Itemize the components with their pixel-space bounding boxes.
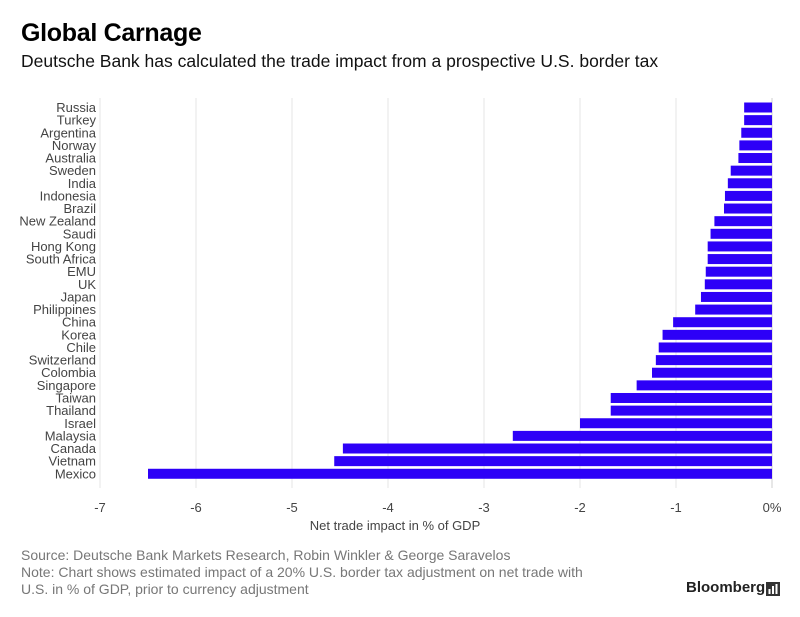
bar-philippines — [695, 304, 772, 315]
category-label: Korea — [61, 327, 96, 342]
bar-canada — [342, 443, 772, 454]
bars — [148, 102, 772, 479]
bar-australia — [738, 153, 772, 164]
x-tick-label: -3 — [478, 500, 490, 515]
bar-singapore — [636, 380, 772, 391]
category-label: Argentina — [40, 125, 96, 140]
bar-turkey — [744, 115, 772, 126]
methodology-note-line2: U.S. in % of GDP, prior to currency adju… — [21, 581, 309, 597]
category-label: Switzerland — [29, 353, 96, 368]
category-label: Philippines — [33, 302, 96, 317]
bar-india — [727, 178, 772, 189]
x-tick-label: -1 — [670, 500, 682, 515]
category-label: Hong Kong — [31, 239, 96, 254]
category-label: Saudi — [63, 226, 96, 241]
category-label: Mexico — [55, 466, 96, 481]
x-tick-labels: -7 -6 -5 -4 -3 -2 -1 0% — [94, 500, 782, 515]
category-label: Malaysia — [45, 428, 97, 443]
category-label: Taiwan — [56, 390, 96, 405]
x-axis-label: Net trade impact in % of GDP — [310, 518, 481, 533]
grid-lines — [99, 98, 773, 488]
bar-japan — [700, 291, 772, 302]
category-labels: RussiaTurkeyArgentinaNorwayAustraliaSwed… — [19, 100, 96, 481]
bar-thailand — [610, 405, 772, 416]
bar-uk — [704, 279, 772, 290]
chart-subtitle: Deutsche Bank has calculated the trade i… — [21, 51, 659, 71]
category-label: China — [62, 315, 97, 330]
category-label: South Africa — [26, 252, 97, 267]
bar-china — [673, 317, 772, 328]
bar-brazil — [724, 203, 772, 214]
category-label: Thailand — [46, 403, 96, 418]
category-label: Chile — [66, 340, 96, 355]
bar-switzerland — [655, 355, 772, 366]
x-tick-label: -7 — [94, 500, 106, 515]
category-label: Japan — [61, 289, 96, 304]
bar-korea — [662, 329, 772, 340]
footer: Source: Deutsche Bank Markets Research, … — [21, 547, 583, 598]
brand-logo: Bloomberg — [686, 579, 766, 596]
category-label: Turkey — [57, 113, 97, 128]
bar-taiwan — [610, 392, 772, 403]
category-label: Singapore — [37, 378, 96, 393]
x-tick-label: -2 — [574, 500, 586, 515]
category-label: Indonesia — [40, 188, 97, 203]
category-label: Brazil — [63, 201, 96, 216]
x-tick-label: -6 — [190, 500, 202, 515]
category-label: New Zealand — [19, 214, 96, 229]
bar-south-africa — [707, 254, 772, 265]
category-label: Colombia — [41, 365, 97, 380]
bar-colombia — [652, 367, 772, 378]
category-label: UK — [78, 277, 96, 292]
bar-new-zealand — [714, 216, 772, 227]
bar-russia — [744, 102, 772, 113]
bar-argentina — [741, 127, 772, 138]
category-label: Russia — [56, 100, 97, 115]
category-label: Australia — [45, 151, 96, 166]
category-label: Norway — [52, 138, 97, 153]
x-tick-label: -4 — [382, 500, 394, 515]
bar-hong-kong — [707, 241, 772, 252]
bar-sweden — [730, 165, 772, 176]
category-label: Canada — [50, 441, 96, 456]
bloomberg-chart-icon — [766, 582, 780, 596]
category-label: Israel — [64, 416, 96, 431]
category-label: EMU — [67, 264, 96, 279]
bar-mexico — [148, 468, 772, 479]
category-label: India — [68, 176, 97, 191]
chart-title: Global Carnage — [21, 19, 202, 47]
x-tick-label: 0% — [763, 500, 782, 515]
category-label: Vietnam — [49, 454, 96, 469]
bar-israel — [580, 418, 772, 429]
bar-chile — [658, 342, 772, 353]
x-tick-label: -5 — [286, 500, 298, 515]
bar-saudi — [710, 228, 772, 239]
bar-emu — [705, 266, 772, 277]
bar-indonesia — [724, 190, 772, 201]
category-label: Sweden — [49, 163, 96, 178]
bar-malaysia — [512, 430, 772, 441]
bar-vietnam — [334, 456, 772, 467]
bar-norway — [739, 140, 772, 151]
source-note: Source: Deutsche Bank Markets Research, … — [21, 547, 511, 563]
methodology-note-line1: Note: Chart shows estimated impact of a … — [21, 564, 583, 580]
